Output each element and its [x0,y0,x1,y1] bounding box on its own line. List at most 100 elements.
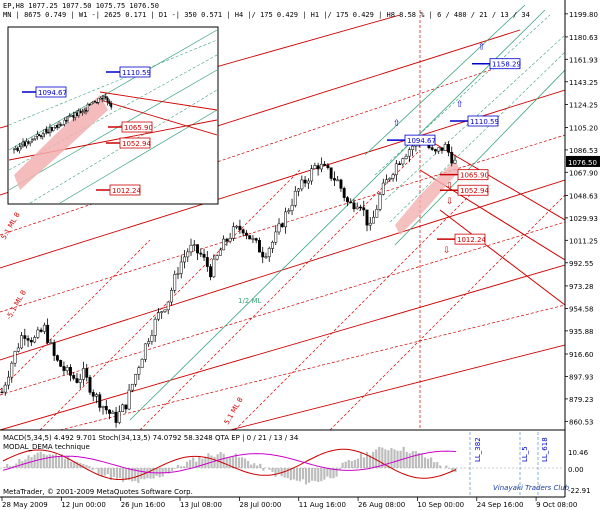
candle-body [121,404,125,412]
candle-body [248,235,252,240]
candle-body [391,174,395,179]
inset-candle-body [97,98,100,103]
candle-body [26,338,30,341]
candle-body [254,238,258,241]
price-labels: 1158.29 ⇧ 1110.59 ⇧ 1094.67 ⇧ 1065.90 ⇩ 1052.94 ⇩… [387,43,521,256]
indicator-subheader: MODAL_DEMA technique [3,443,90,451]
macd-bar [109,468,112,481]
macd-bar [402,446,405,468]
candle-body [212,258,216,278]
macd-bar [164,468,167,474]
candle-body [274,231,278,243]
candle-body [95,394,98,397]
candle-body [404,155,408,160]
inset-candle-body [108,101,111,104]
candle-body [313,165,317,169]
candle-body [68,366,72,376]
candle-body [349,201,353,204]
macd-bar [353,459,356,468]
y-tick-label: 1161.93 [569,56,598,64]
fib-label: LL_618 [541,437,549,462]
candle-body [310,168,314,182]
macd-bar [286,468,289,479]
candle-body [372,216,375,224]
y-tick-label: 897.93 [569,373,594,381]
price-label-text: 1158.29 [492,61,521,69]
inset-label-box [121,121,153,133]
inset-green-line [9,69,217,191]
candle-body [127,389,131,410]
red-cross-line [234,194,471,430]
candle-body [437,147,441,152]
copyright-text: MetaTrader, © 2001-2009 MetaQuotes Softw… [3,488,193,496]
macd-bar [115,468,119,479]
half-ml-label: 1/2 ML [238,297,262,305]
macd-bar [91,468,94,470]
inset-label-text: 1052.94 [122,140,151,148]
arrow-up-icon: ⇧ [393,119,401,129]
candle-body [261,251,265,258]
candle-body [316,165,320,170]
macd-bar [372,451,375,468]
inset-candle-body [18,146,21,151]
macd-bar [393,449,396,468]
red-dashed-line [0,221,565,396]
candle-body [134,374,138,385]
macd-bar [420,453,424,468]
inset-frame [7,26,219,205]
macd-bar [405,451,408,468]
candle-body [55,355,59,361]
brand-watermark: Vinayaki Traders Club [493,484,570,492]
inset-label-text: 1110.59 [122,69,151,77]
candle-body [241,229,245,234]
macd-bar [237,457,241,468]
candle-body [342,188,346,198]
candle-body [166,301,170,311]
arrow-down-icon: ⇩ [446,182,454,192]
macd-bar [335,468,338,477]
candle-body [10,362,14,378]
macd-bar [362,457,366,468]
candle-body [52,342,56,356]
candle-body [319,163,323,170]
candle-body [150,335,154,342]
inset-candle-body [54,125,57,128]
candle-body [238,225,242,230]
price-label-text: 1012.24 [457,236,486,244]
inset-candle-body [23,141,26,147]
y-tick-label: 1124.25 [569,102,598,110]
candle-body [453,159,457,164]
y-tick-label: 1143.25 [569,79,598,87]
macd-bar [243,458,247,468]
macd-bar [195,461,198,468]
y-tick-label: 954.58 [569,305,594,313]
macd-bar [365,451,369,468]
candle-body [179,261,183,274]
candle-body [433,149,437,152]
candle-body [117,411,121,423]
candle-body [29,340,33,343]
pink-fan-area [395,160,460,235]
macd-bar [304,468,308,485]
inset-label-box [119,66,151,78]
macd-bar [152,468,155,479]
candlestick-series [0,135,457,428]
candle-body [381,182,385,195]
candle-body [297,188,301,192]
arrow-down-icon: ⇩ [446,197,454,207]
inset-candle-body [16,148,19,151]
candle-body [130,383,134,391]
inset-candle-body [95,102,98,104]
macd-bar [179,466,183,468]
macd-bar [378,446,381,468]
green-channel-line [364,4,526,156]
macd-bar [381,447,384,468]
macd-bar [201,458,204,468]
candle-body [3,384,7,393]
y-tick-label: 1011.25 [569,237,598,245]
macd-bar [137,468,140,483]
red-cross-line [139,149,421,430]
inset-candle-body [40,135,43,137]
red-dashed-line [59,304,565,430]
candle-body [153,318,157,336]
